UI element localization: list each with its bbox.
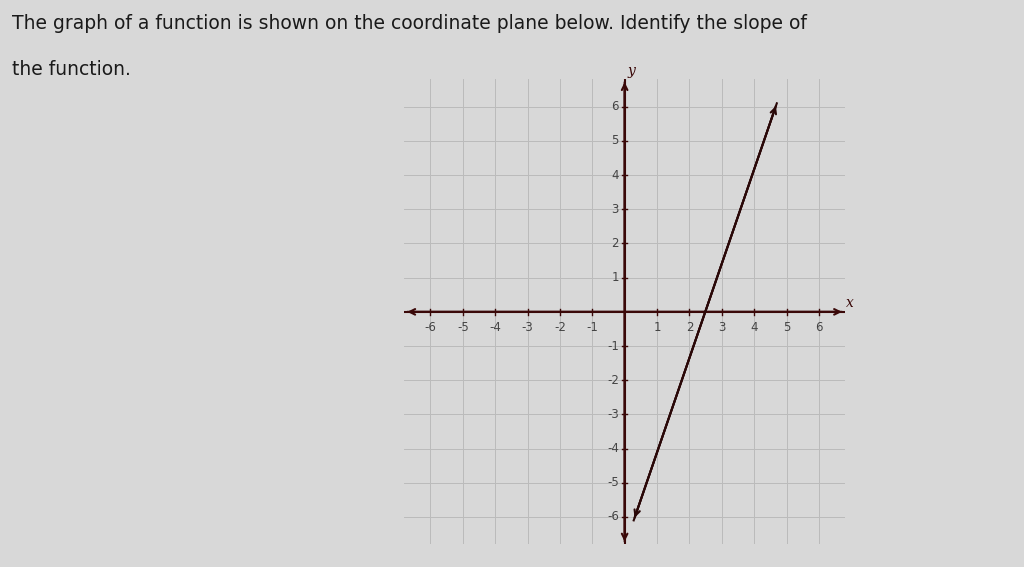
Text: -1: -1: [607, 340, 618, 353]
Text: the function.: the function.: [12, 60, 131, 79]
Text: -2: -2: [554, 321, 566, 335]
Text: 3: 3: [611, 203, 618, 216]
Text: y: y: [627, 64, 635, 78]
Text: 4: 4: [751, 321, 758, 335]
Text: -1: -1: [587, 321, 598, 335]
Text: The graph of a function is shown on the coordinate plane below. Identify the slo: The graph of a function is shown on the …: [12, 14, 807, 33]
Text: 4: 4: [611, 168, 618, 181]
Text: 1: 1: [653, 321, 660, 335]
Text: 5: 5: [782, 321, 791, 335]
Text: -4: -4: [489, 321, 501, 335]
Text: x: x: [847, 297, 854, 310]
Text: 1: 1: [611, 271, 618, 284]
Text: -6: -6: [607, 510, 618, 523]
Text: 3: 3: [718, 321, 725, 335]
Text: 2: 2: [611, 237, 618, 250]
Text: 6: 6: [815, 321, 822, 335]
Text: -6: -6: [424, 321, 436, 335]
Text: 6: 6: [611, 100, 618, 113]
Text: -3: -3: [607, 408, 618, 421]
Text: 2: 2: [686, 321, 693, 335]
Text: -2: -2: [607, 374, 618, 387]
Text: -5: -5: [457, 321, 469, 335]
Text: 5: 5: [611, 134, 618, 147]
Text: -5: -5: [607, 476, 618, 489]
Text: -3: -3: [521, 321, 534, 335]
Text: -4: -4: [607, 442, 618, 455]
